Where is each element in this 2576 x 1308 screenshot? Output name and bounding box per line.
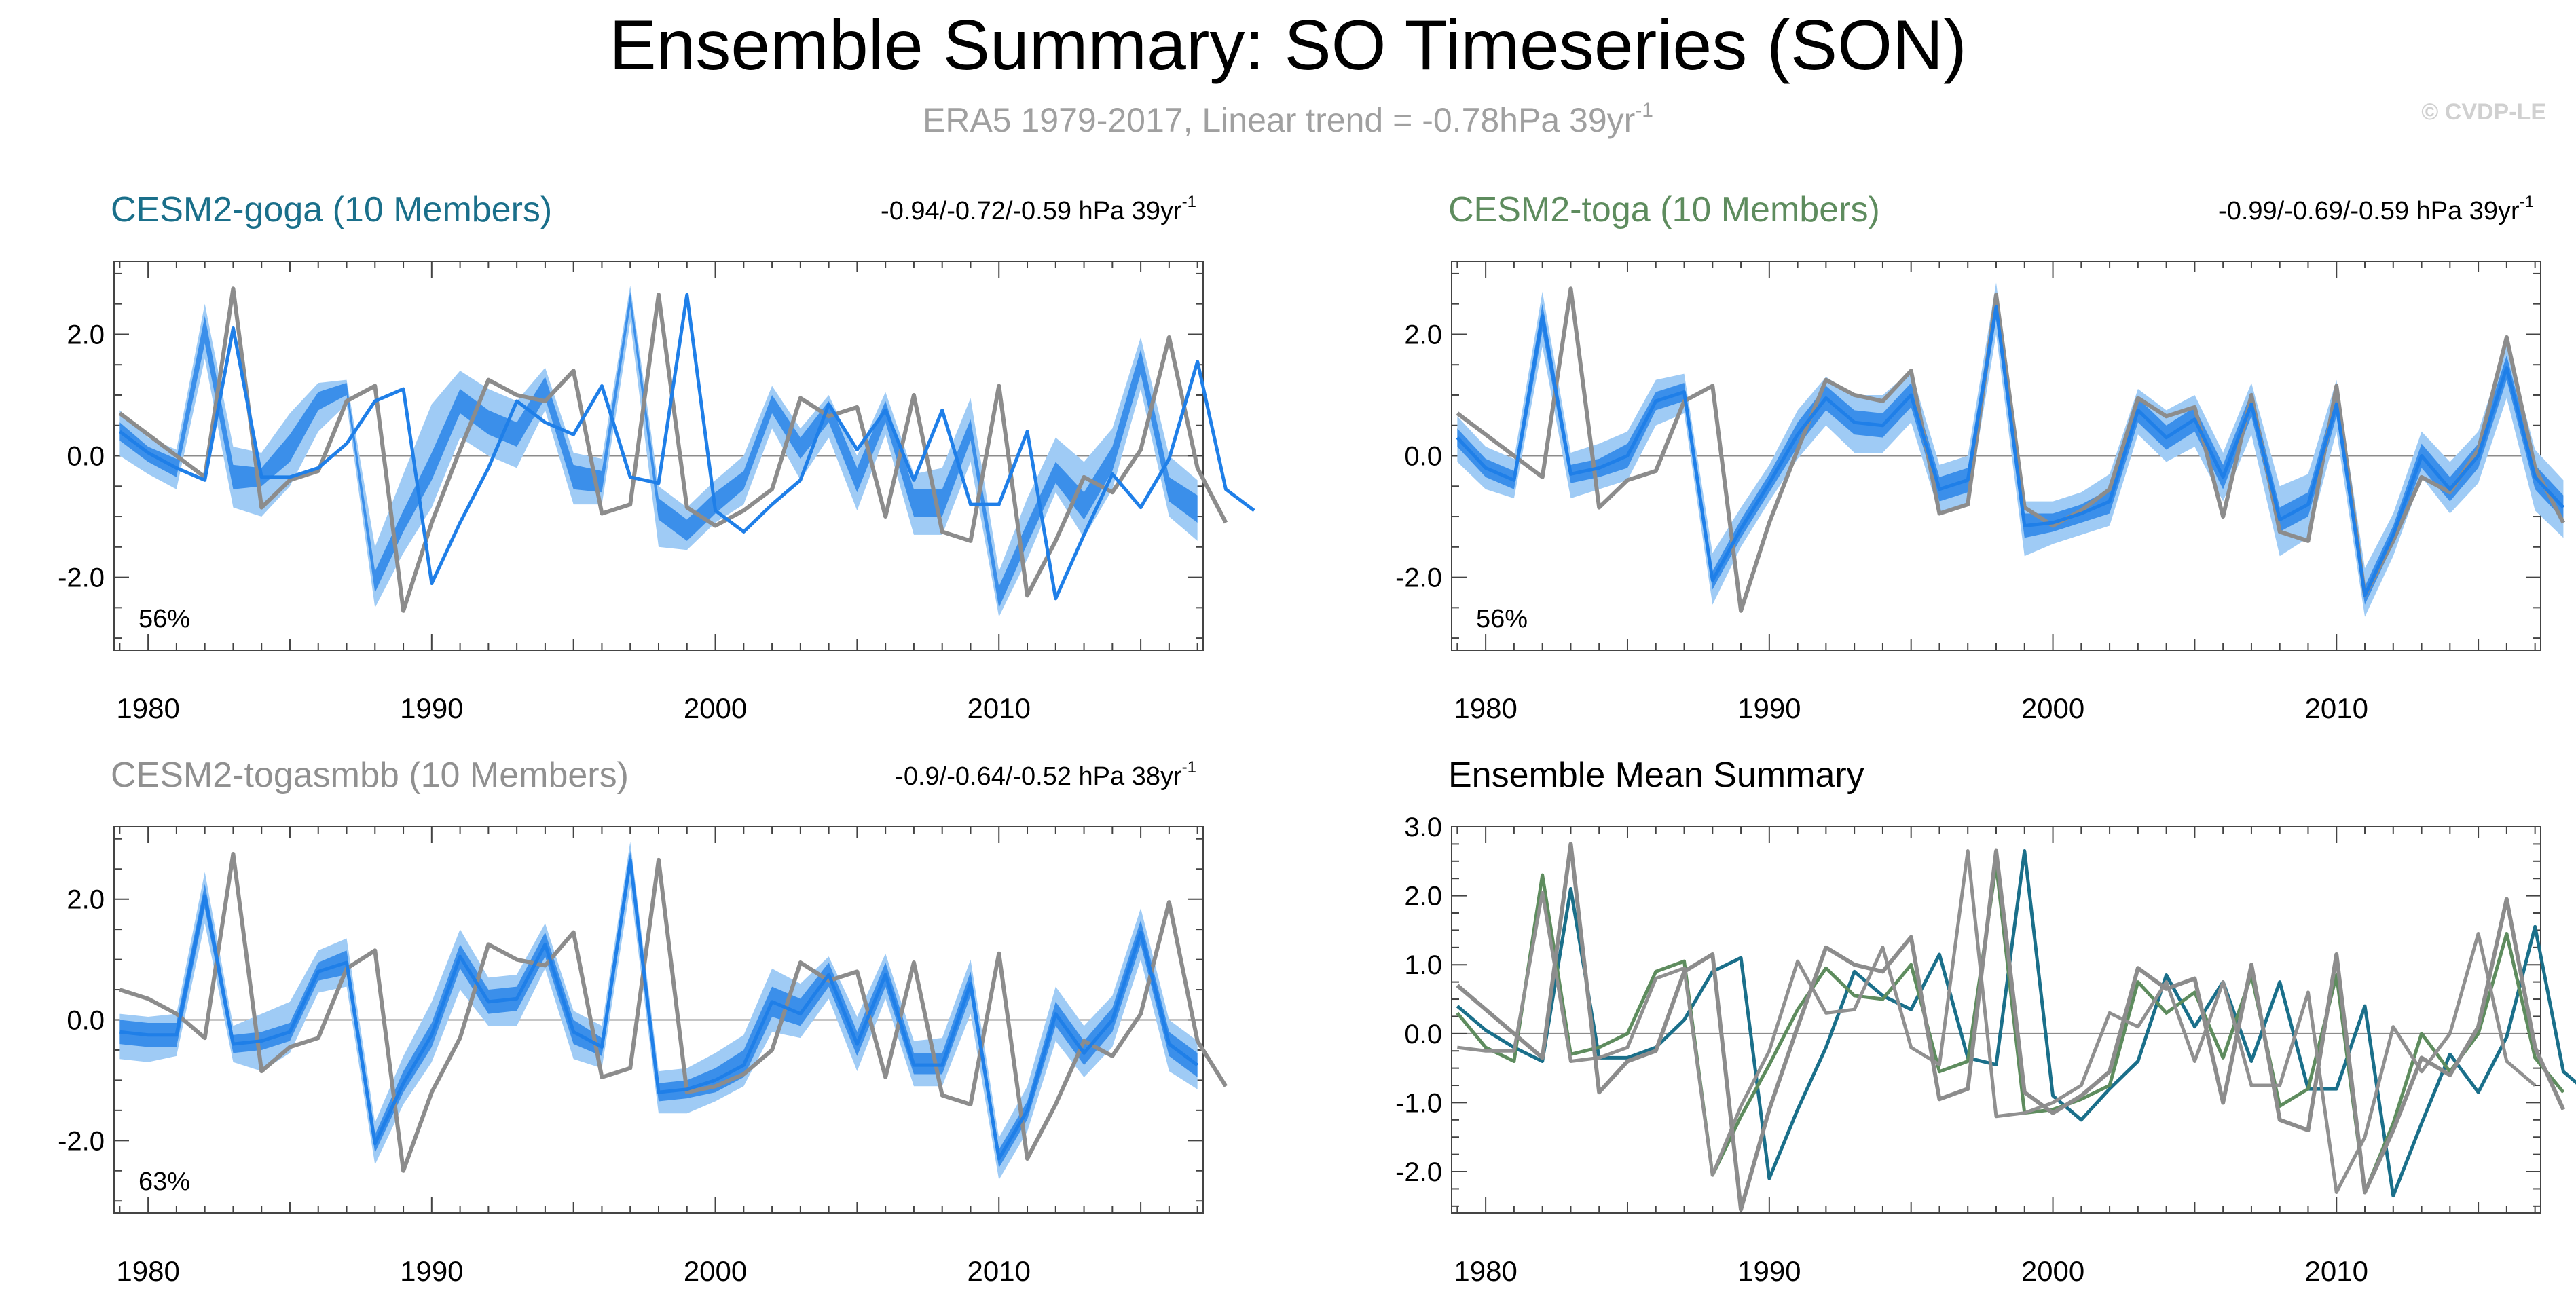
panel-goga: CESM2-goga (10 Members) -0.94/-0.72/-0.59… — [58, 190, 1255, 724]
x-tick-label: 2000 — [2021, 1255, 2084, 1287]
x-tick-label: 1990 — [400, 1255, 463, 1287]
x-tick-label: 1990 — [400, 692, 463, 724]
x-tick-label: 2000 — [684, 692, 747, 724]
y-tick-label: 0.0 — [67, 1006, 105, 1036]
y-tick-label: -2.0 — [58, 1126, 105, 1156]
y-tick-label: 3.0 — [1404, 812, 1442, 842]
trend-label: -0.94/-0.72/-0.59 hPa 39yr-1 — [881, 193, 1196, 225]
x-tick-label: 2000 — [2021, 692, 2084, 724]
copyright-label: © CVDP-LE — [2421, 99, 2546, 125]
observed-line — [119, 852, 1228, 1173]
ensemble-mean-line — [119, 858, 1199, 1161]
y-tick-label: -2.0 — [1395, 1157, 1442, 1187]
x-tick-label: 2010 — [2305, 1255, 2368, 1287]
series-line-era5 — [1456, 842, 2566, 1212]
subtitle-superscript: -1 — [1635, 99, 1653, 122]
subtitle-main: ERA5 1979-2017, Linear trend = -0.78hPa … — [923, 101, 1635, 139]
y-tick-label: -2.0 — [58, 563, 105, 593]
x-tick-label: 2010 — [968, 692, 1031, 724]
series-line-cesm2-togasmbb — [1457, 849, 2537, 1195]
x-tick-label: 2010 — [968, 1255, 1031, 1287]
y-tick-label: 1.0 — [1404, 950, 1442, 980]
trend-superscript: -1 — [1182, 193, 1196, 211]
percent-rank-label: 56% — [139, 605, 190, 633]
spread-band-inner — [119, 291, 1198, 608]
figure-subtitle: ERA5 1979-2017, Linear trend = -0.78hPa … — [923, 99, 1653, 139]
y-tick-label: 2.0 — [67, 885, 105, 915]
percent-rank-label: 63% — [139, 1167, 190, 1196]
series-line-cesm2-goga — [1456, 849, 2576, 1198]
figure-title: Ensemble Summary: SO Timeseries (SON) — [609, 6, 1967, 85]
y-tick-label: -1.0 — [1395, 1088, 1442, 1118]
panel-togasmbb: CESM2-togasmbb (10 Members) -0.9/-0.64/-0… — [58, 755, 1228, 1287]
observed-line — [118, 286, 1228, 613]
x-tick-label: 1990 — [1737, 692, 1801, 724]
y-tick-label: 2.0 — [1404, 320, 1442, 350]
x-tick-label: 1980 — [116, 1255, 179, 1287]
trend-text: -0.99/-0.69/-0.59 hPa 39yr — [2218, 197, 2520, 225]
plot-frame — [1451, 826, 2541, 1214]
y-tick-label: 2.0 — [67, 320, 105, 350]
spread-band-inner — [1457, 295, 2564, 605]
y-tick-label: 2.0 — [1404, 882, 1442, 912]
percent-rank-label: 56% — [1476, 605, 1528, 633]
trend-superscript: -1 — [1182, 758, 1196, 777]
x-tick-label: 1980 — [116, 692, 179, 724]
x-tick-label: 2010 — [2305, 692, 2368, 724]
panel-title: CESM2-goga (10 Members) — [111, 190, 552, 229]
trend-label: -0.9/-0.64/-0.52 hPa 38yr-1 — [895, 758, 1196, 791]
x-tick-label: 1980 — [1454, 1255, 1517, 1287]
trend-label: -0.99/-0.69/-0.59 hPa 39yr-1 — [2218, 193, 2534, 225]
trend-text: -0.94/-0.72/-0.59 hPa 39yr — [881, 197, 1182, 225]
panel-title: CESM2-togasmbb (10 Members) — [111, 755, 629, 795]
panel-title: Ensemble Mean Summary — [1448, 755, 1864, 795]
spread-band-outer — [119, 285, 1198, 617]
trend-superscript: -1 — [2520, 193, 2534, 211]
series-line-cesm2-toga — [1456, 863, 2565, 1195]
panel-toga: CESM2-toga (10 Members) -0.99/-0.69/-0.59… — [1395, 190, 2566, 724]
trend-text: -0.9/-0.64/-0.52 hPa 38yr — [895, 762, 1182, 791]
panel-title: CESM2-toga (10 Members) — [1448, 190, 1880, 229]
x-tick-label: 1990 — [1737, 1255, 1801, 1287]
y-tick-label: 0.0 — [67, 442, 105, 472]
y-tick-label: 0.0 — [1404, 442, 1442, 472]
panel-ensemble-mean-summary: Ensemble Mean Summary -2.0 -1.0 0.0 1.0 2.0 3.… — [1395, 755, 2576, 1287]
spread-band-outer — [119, 842, 1198, 1180]
x-tick-label: 1980 — [1454, 692, 1517, 724]
x-tick-label: 2000 — [684, 1255, 747, 1287]
ensemble-mean-line — [118, 293, 1255, 601]
ensemble-mean-line — [1456, 305, 2565, 597]
y-tick-label: 0.0 — [1404, 1020, 1442, 1049]
y-tick-label: -2.0 — [1395, 563, 1442, 593]
